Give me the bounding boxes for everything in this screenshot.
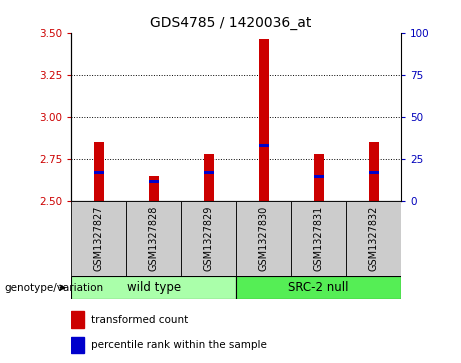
Text: genotype/variation: genotype/variation: [5, 283, 104, 293]
Bar: [236, 276, 401, 299]
Bar: [181, 201, 236, 276]
Text: GSM1327828: GSM1327828: [149, 206, 159, 272]
Bar: [94, 171, 104, 174]
Text: GSM1327830: GSM1327830: [259, 206, 269, 271]
Bar: [71, 276, 236, 299]
Bar: [259, 40, 269, 201]
Bar: [259, 144, 269, 147]
Bar: [71, 337, 84, 353]
Bar: [291, 201, 346, 276]
Text: GDS4785 / 1420036_at: GDS4785 / 1420036_at: [150, 16, 311, 30]
Bar: [369, 171, 378, 174]
Bar: [369, 142, 378, 201]
Bar: [126, 201, 181, 276]
Bar: [236, 201, 291, 276]
Text: GSM1327831: GSM1327831: [313, 206, 324, 271]
Bar: [204, 154, 214, 201]
Bar: [149, 180, 159, 183]
Text: GSM1327832: GSM1327832: [369, 206, 378, 272]
Text: GSM1327829: GSM1327829: [204, 206, 214, 272]
Bar: [346, 201, 401, 276]
Bar: [314, 175, 324, 178]
Bar: [71, 201, 126, 276]
Text: percentile rank within the sample: percentile rank within the sample: [91, 340, 267, 350]
Bar: [71, 311, 84, 328]
Text: SRC-2 null: SRC-2 null: [289, 281, 349, 294]
Text: wild type: wild type: [127, 281, 181, 294]
Text: GSM1327827: GSM1327827: [94, 206, 104, 272]
Text: transformed count: transformed count: [91, 315, 188, 325]
Bar: [204, 171, 214, 174]
Bar: [94, 142, 104, 201]
Bar: [149, 176, 159, 201]
Bar: [314, 154, 324, 201]
